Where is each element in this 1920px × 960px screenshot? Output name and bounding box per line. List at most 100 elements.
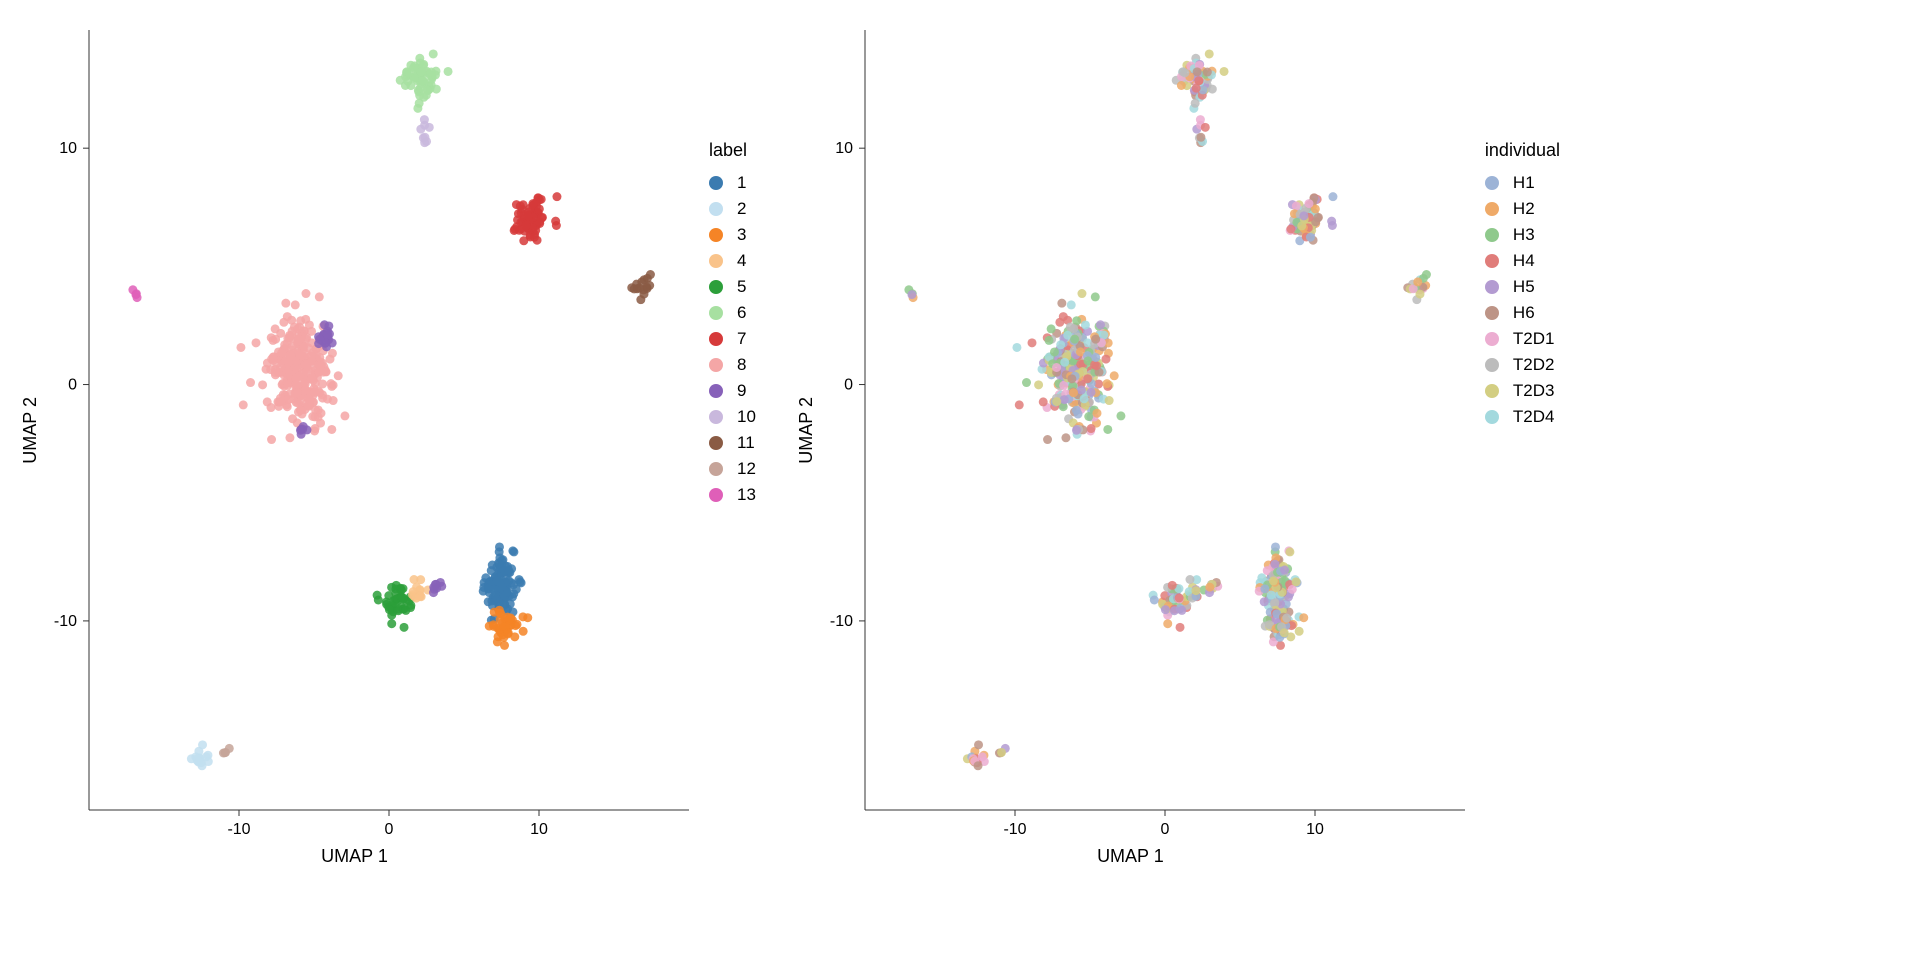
scatter-point [978, 752, 987, 761]
legend-dot-icon [1485, 384, 1499, 398]
scatter-point [506, 614, 515, 623]
scatter-point [1413, 277, 1422, 286]
legend-item: T2D1 [1485, 329, 1560, 349]
legend-dot-icon [1485, 358, 1499, 372]
legend-dot-icon [1485, 280, 1499, 294]
scatter-point [1299, 211, 1308, 220]
scatter-point [334, 371, 343, 380]
legend-item: 8 [709, 355, 756, 375]
scatter-point [1043, 435, 1052, 444]
scatter-point [1313, 213, 1322, 222]
right-ylabel: UMAP 2 [796, 397, 817, 464]
legend-label: 1 [737, 173, 746, 193]
scatter-point [1269, 576, 1278, 585]
legend-item: H4 [1485, 251, 1560, 271]
legend-label: T2D4 [1513, 407, 1555, 427]
scatter-point [1196, 133, 1205, 142]
scatter-point [1219, 67, 1228, 76]
scatter-point [1185, 575, 1194, 584]
scatter-point [267, 435, 276, 444]
scatter-point [1012, 343, 1021, 352]
scatter-point [284, 358, 293, 367]
scatter-point [1208, 85, 1217, 94]
scatter-point [1175, 593, 1184, 602]
legend-dot-icon [709, 410, 723, 424]
left-xlabel: UMAP 1 [321, 846, 388, 867]
scatter-point [392, 581, 401, 590]
legend-label: 7 [737, 329, 746, 349]
legend-label: 8 [737, 355, 746, 375]
scatter-point [504, 628, 513, 637]
scatter-point [552, 221, 561, 230]
svg-text:10: 10 [1306, 821, 1324, 838]
legend-item: 4 [709, 251, 756, 271]
scatter-point [1060, 395, 1069, 404]
legend-dot-icon [709, 254, 723, 268]
legend-label: 9 [737, 381, 746, 401]
scatter-point [291, 300, 300, 309]
scatter-point [246, 378, 255, 387]
svg-text:10: 10 [59, 140, 77, 157]
svg-text:-10: -10 [54, 613, 77, 630]
scatter-point [304, 394, 313, 403]
scatter-point [1292, 201, 1301, 210]
scatter-point [444, 67, 453, 76]
scatter-point [1110, 371, 1119, 380]
scatter-point [1056, 340, 1065, 349]
scatter-point [252, 338, 261, 347]
legend-label: T2D2 [1513, 355, 1555, 375]
scatter-point [236, 343, 245, 352]
scatter-point [523, 211, 532, 220]
scatter-point [1271, 542, 1280, 551]
scatter-point [1034, 380, 1043, 389]
scatter-point [1052, 363, 1061, 372]
scatter-point [509, 547, 518, 556]
scatter-point [1116, 411, 1125, 420]
scatter-point [1070, 335, 1079, 344]
legend-item: 7 [709, 329, 756, 349]
scatter-point [1077, 289, 1086, 298]
legend-item: H2 [1485, 199, 1560, 219]
legend-item: 5 [709, 277, 756, 297]
scatter-point [1422, 270, 1431, 279]
legend-dot-icon [709, 280, 723, 294]
scatter-point [327, 425, 336, 434]
scatter-point [1092, 409, 1101, 418]
scatter-point [296, 406, 305, 415]
left-legend-title: label [709, 140, 756, 161]
scatter-point [221, 748, 230, 757]
scatter-point [325, 355, 334, 364]
scatter-point [1161, 605, 1170, 614]
scatter-point [399, 593, 408, 602]
scatter-point [516, 577, 525, 586]
scatter-point [316, 409, 325, 418]
legend-dot-icon [1485, 306, 1499, 320]
scatter-point [1047, 324, 1056, 333]
legend-dot-icon [709, 436, 723, 450]
scatter-point [401, 81, 410, 90]
scatter-point [1201, 123, 1210, 132]
scatter-point [1260, 597, 1269, 606]
legend-label: 6 [737, 303, 746, 323]
scatter-point [401, 606, 410, 615]
legend-dot-icon [1485, 410, 1499, 424]
scatter-point [1292, 577, 1301, 586]
scatter-point [510, 225, 519, 234]
scatter-point [637, 277, 646, 286]
scatter-point [320, 320, 329, 329]
legend-label: H5 [1513, 277, 1535, 297]
legend-item: H5 [1485, 277, 1560, 297]
scatter-point [1052, 397, 1061, 406]
scatter-point [409, 575, 418, 584]
scatter-point [269, 336, 278, 345]
scatter-point [1191, 586, 1200, 595]
scatter-point [239, 400, 248, 409]
right-legend-title: individual [1485, 140, 1560, 161]
scatter-point [1306, 233, 1315, 242]
legend-label: H1 [1513, 173, 1535, 193]
scatter-point [1066, 322, 1075, 331]
scatter-point [1260, 584, 1269, 593]
scatter-point [429, 583, 438, 592]
legend-label: 13 [737, 485, 756, 505]
scatter-point [258, 380, 267, 389]
